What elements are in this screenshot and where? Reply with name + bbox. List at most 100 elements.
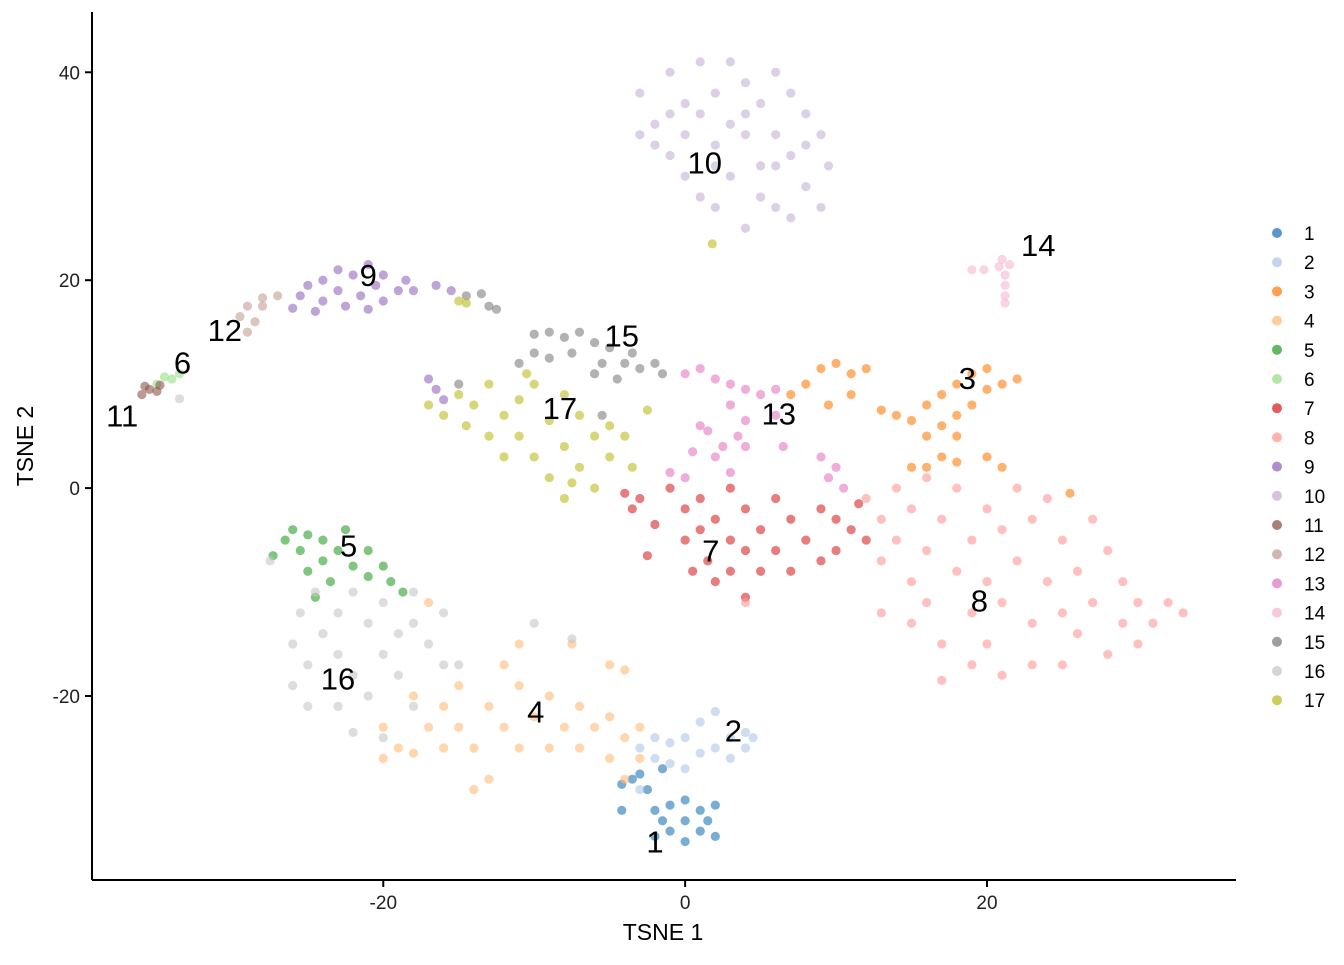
point-cluster-8 [1042,577,1052,587]
point-cluster-7 [620,488,630,498]
point-cluster-16 [348,670,358,680]
legend-label-11: 11 [1304,516,1324,537]
point-cluster-15 [589,337,600,348]
point-cluster-13 [740,415,751,426]
point-cluster-10 [665,109,675,119]
point-cluster-12 [273,291,283,301]
point-cluster-7 [650,519,660,530]
point-cluster-8 [937,514,947,524]
point-cluster-10 [680,130,690,140]
point-cluster-1 [617,805,627,815]
point-cluster-5 [363,545,373,556]
point-cluster-9 [363,260,373,270]
point-cluster-8 [1027,660,1037,670]
cluster-label-8: 8 [971,583,988,618]
point-cluster-7 [703,556,713,566]
point-cluster-8 [1057,660,1068,670]
point-cluster-8 [1103,545,1113,556]
point-cluster-17 [559,389,569,400]
points-layer [137,57,1188,847]
point-cluster-9 [393,285,403,296]
legend-label-9: 9 [1304,458,1315,479]
point-cluster-8 [1088,597,1098,608]
legend-marker-15 [1272,636,1282,647]
point-cluster-4 [454,722,464,732]
point-cluster-10 [816,130,826,140]
legend-label-4: 4 [1304,312,1315,333]
point-cluster-7 [816,556,826,566]
point-cluster-13 [771,384,781,394]
point-cluster-3 [937,452,947,462]
cluster-label-6: 6 [174,345,191,380]
x-ticks: -20 0 20 [370,880,998,914]
point-cluster-8 [1148,618,1158,628]
legend-marker-12 [1272,549,1282,560]
point-cluster-1 [695,826,705,836]
legend-label-10: 10 [1304,487,1325,508]
point-cluster-8 [937,675,947,686]
legend-marker-9 [1272,461,1282,472]
point-cluster-16 [423,639,434,649]
point-cluster-13 [695,363,705,374]
point-cluster-16 [393,670,403,680]
point-cluster-4 [484,701,494,712]
point-cluster-17 [469,400,479,410]
point-cluster-16 [439,608,449,618]
cluster-label-9: 9 [360,258,377,293]
point-cluster-8 [1012,483,1022,493]
point-cluster-7 [786,514,796,524]
point-cluster-2 [740,743,751,753]
point-cluster-13 [725,400,736,410]
point-cluster-10 [635,88,645,98]
point-cluster-10 [740,78,751,88]
cluster-label-7: 7 [702,533,719,568]
point-cluster-16 [378,649,388,660]
point-cluster-14 [997,254,1007,265]
point-cluster-3 [937,421,947,431]
point-cluster-10 [725,171,736,181]
point-cluster-13 [665,467,675,478]
point-cluster-7 [771,493,781,504]
point-cluster-4 [423,722,434,732]
point-cluster-17 [499,410,509,420]
legend-marker-16 [1272,666,1282,676]
point-cluster-16 [288,681,298,691]
point-cluster-16 [303,660,313,670]
point-cluster-16 [333,649,343,660]
point-cluster-4 [635,753,645,763]
point-cluster-3 [786,389,796,400]
point-cluster-13 [838,483,849,493]
x-tick-label: -20 [370,893,397,914]
point-cluster-15 [529,348,539,358]
point-cluster-9 [295,291,305,301]
point-cluster-3 [906,415,917,426]
point-cluster-15 [544,353,554,363]
point-cluster-11 [155,380,165,390]
point-cluster-8 [1042,493,1052,504]
point-cluster-2 [665,758,675,769]
point-cluster-17 [484,431,494,441]
point-cluster-17 [627,462,637,472]
point-cluster-8 [982,504,992,514]
point-cluster-1 [695,805,705,815]
point-cluster-10 [650,119,660,129]
point-cluster-9 [446,285,456,296]
point-cluster-7 [854,499,864,509]
point-cluster-3 [922,462,932,472]
point-cluster-10 [755,192,766,202]
legend-marker-6 [1272,374,1282,384]
point-cluster-10 [710,140,720,150]
point-cluster-3 [816,363,826,374]
point-cluster-10 [650,140,660,150]
cluster-label-3: 3 [959,361,976,396]
point-cluster-3 [861,363,871,374]
y-ticks: -20 0 20 40 [53,63,92,708]
legend-marker-17 [1272,695,1282,706]
point-cluster-3 [982,363,992,374]
point-cluster-17 [559,493,569,504]
point-cluster-8 [891,535,902,545]
legend-marker-7 [1272,403,1282,414]
point-cluster-10 [771,130,781,140]
legend-label-5: 5 [1304,341,1315,362]
